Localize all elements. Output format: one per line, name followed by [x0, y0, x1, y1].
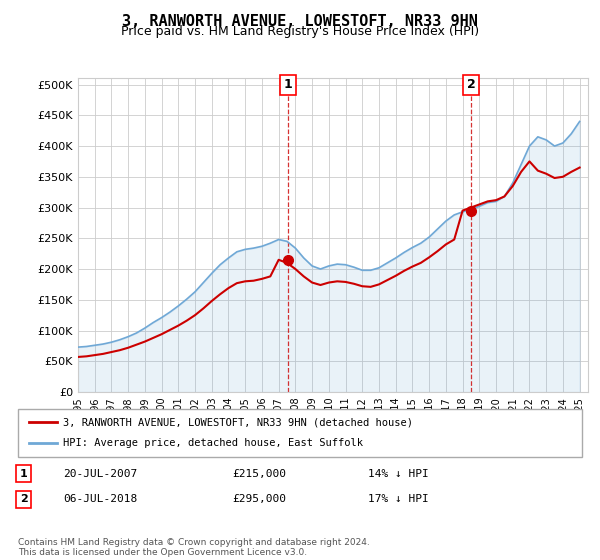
Text: £215,000: £215,000 — [232, 469, 286, 479]
Text: 3, RANWORTH AVENUE, LOWESTOFT, NR33 9HN: 3, RANWORTH AVENUE, LOWESTOFT, NR33 9HN — [122, 14, 478, 29]
Text: Price paid vs. HM Land Registry's House Price Index (HPI): Price paid vs. HM Land Registry's House … — [121, 25, 479, 38]
Text: 06-JUL-2018: 06-JUL-2018 — [63, 494, 137, 505]
Text: HPI: Average price, detached house, East Suffolk: HPI: Average price, detached house, East… — [63, 438, 363, 448]
Text: Contains HM Land Registry data © Crown copyright and database right 2024.
This d: Contains HM Land Registry data © Crown c… — [18, 538, 370, 557]
Text: £295,000: £295,000 — [232, 494, 286, 505]
Text: 2: 2 — [467, 78, 475, 91]
Text: 3, RANWORTH AVENUE, LOWESTOFT, NR33 9HN (detached house): 3, RANWORTH AVENUE, LOWESTOFT, NR33 9HN … — [63, 417, 413, 427]
Text: 17% ↓ HPI: 17% ↓ HPI — [368, 494, 428, 505]
Text: 1: 1 — [20, 469, 28, 479]
Text: 1: 1 — [283, 78, 292, 91]
Text: 20-JUL-2007: 20-JUL-2007 — [63, 469, 137, 479]
Text: 14% ↓ HPI: 14% ↓ HPI — [368, 469, 428, 479]
FancyBboxPatch shape — [18, 409, 582, 457]
Text: 2: 2 — [20, 494, 28, 505]
